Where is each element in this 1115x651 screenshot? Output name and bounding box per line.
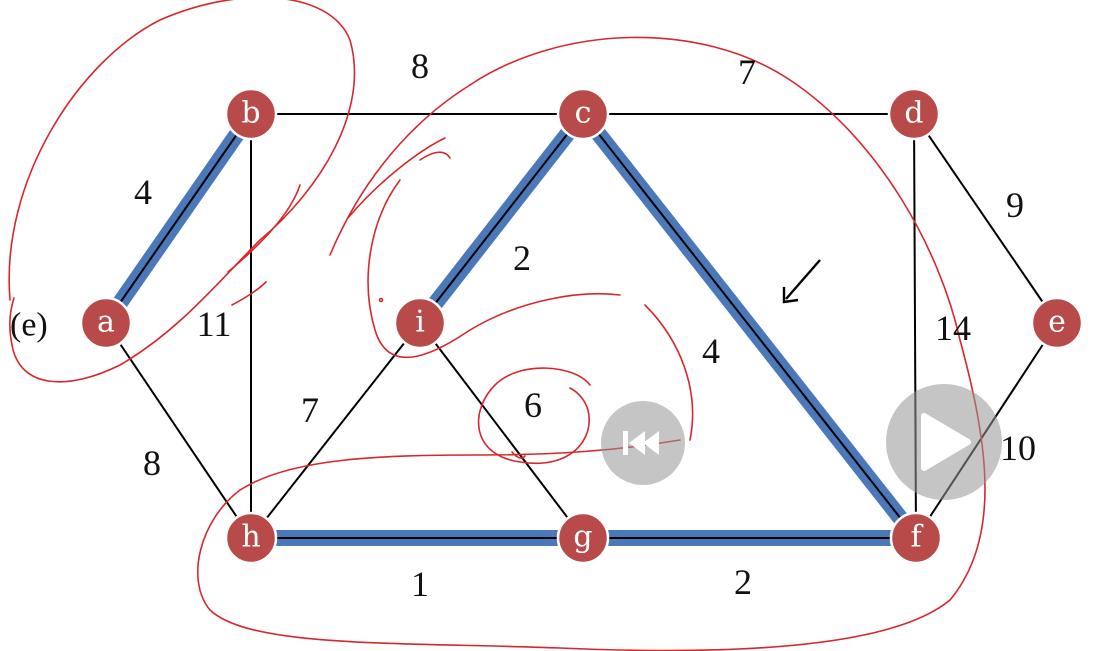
- edge-weight-d-e: 9: [1006, 185, 1024, 225]
- edge-weight-b-h: 11: [197, 304, 232, 344]
- node-e: e: [1030, 296, 1084, 350]
- ink-stroke-b1: [227, 184, 301, 273]
- edge-a-b: [105, 113, 252, 324]
- node-label-h: h: [241, 520, 260, 555]
- node-label-c: c: [575, 96, 592, 131]
- node-circle-b: [224, 87, 278, 141]
- edge-weight-c-f: 4: [702, 331, 720, 371]
- play-icon: [921, 413, 971, 471]
- rewind-icon: [623, 431, 659, 455]
- graph-nodes: a b c d e f g h i: [79, 87, 1084, 565]
- node-i: i: [393, 296, 447, 350]
- play-button[interactable]: [886, 384, 1002, 500]
- ink-tick: [511, 451, 526, 459]
- ink-stroke-i-tail: [419, 151, 451, 161]
- ink-stroke-4: [644, 304, 694, 441]
- edge-c-f: [582, 113, 917, 539]
- edge-weights: 4 8 7 9 11 2 4 14 10 8 7 6 1 2: [134, 46, 1036, 604]
- node-circle-d: [887, 87, 941, 141]
- node-c: c: [556, 87, 610, 141]
- side-label: (e): [10, 307, 48, 344]
- node-circle-i: [393, 296, 447, 350]
- node-label-a: a: [97, 305, 115, 340]
- ink-stroke-b2: [231, 281, 267, 306]
- node-circle-c: [556, 87, 610, 141]
- edge-i-g: [419, 322, 584, 539]
- edge-h-i: [250, 322, 421, 539]
- node-h: h: [224, 511, 278, 565]
- node-f: f: [889, 511, 943, 565]
- edge-weight-g-f: 2: [734, 562, 752, 602]
- node-d: d: [887, 87, 941, 141]
- node-circle-a: [79, 296, 133, 350]
- edge-weight-h-g: 1: [411, 564, 429, 604]
- edge-weight-c-d: 7: [738, 52, 756, 92]
- edge-weight-b-c: 8: [411, 46, 429, 86]
- node-g: g: [556, 511, 610, 565]
- edge-weight-e-f: 10: [1000, 428, 1036, 468]
- edge-weight-a-b: 4: [134, 172, 152, 212]
- edge-weight-h-i: 7: [301, 390, 319, 430]
- node-b: b: [224, 87, 278, 141]
- handwritten-annotations: [8, 0, 986, 651]
- ink-spiral-i: [367, 179, 621, 359]
- node-circle-h: [224, 511, 278, 565]
- ink-stroke-c2: [347, 137, 446, 219]
- edge-weight-i-g: 6: [524, 385, 542, 425]
- ink-loop-6: [477, 367, 591, 465]
- node-a: a: [79, 296, 133, 350]
- pointer-arrow: [782, 259, 821, 304]
- edge-d-e: [913, 113, 1058, 324]
- edge-weight-d-f: 14: [935, 308, 971, 348]
- ink-stroke-c1: [329, 84, 471, 256]
- ink-dot: [378, 297, 384, 303]
- node-label-d: d: [904, 96, 923, 131]
- node-label-g: g: [573, 520, 592, 555]
- node-label-e: e: [1048, 305, 1066, 340]
- node-circle-g: [556, 511, 610, 565]
- node-label-f: f: [910, 520, 923, 555]
- edge-a-h: [105, 322, 252, 539]
- rewind-button[interactable]: [601, 401, 685, 485]
- ink-loop-left: [8, 0, 356, 383]
- node-label-b: b: [241, 96, 260, 131]
- node-circle-e: [1030, 296, 1084, 350]
- edge-weight-a-h: 8: [143, 443, 161, 483]
- node-circle-f: [889, 511, 943, 565]
- edge-c-i: [419, 113, 584, 324]
- edge-weight-c-i: 2: [513, 238, 531, 278]
- node-label-i: i: [415, 305, 425, 340]
